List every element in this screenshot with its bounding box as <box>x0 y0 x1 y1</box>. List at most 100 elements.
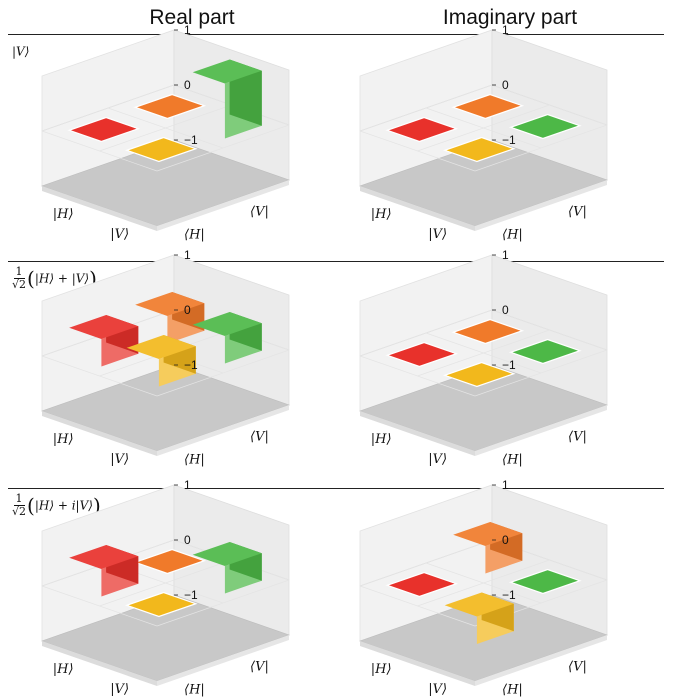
row-axis-label: |H⟩ <box>53 662 74 677</box>
separator-line <box>8 488 664 489</box>
bar-top-face <box>451 318 525 345</box>
floor-edge <box>360 411 475 456</box>
zero-gridline <box>491 84 608 126</box>
zero-gridline <box>425 332 542 374</box>
bar-HH <box>385 116 459 143</box>
bar-top-face <box>385 116 459 143</box>
bar-VV <box>508 568 582 595</box>
floor-edge <box>157 180 289 231</box>
z-tick-label: 1 <box>184 23 191 37</box>
bar-top-face <box>69 545 139 569</box>
zero-gridline <box>156 579 290 627</box>
bar-VV <box>508 338 582 365</box>
row-label-state: |H⟩ + |V⟩ <box>34 271 90 286</box>
row-axis-label: |V⟩ <box>428 227 447 242</box>
floor-edge <box>360 641 475 686</box>
row-axis-label: |V⟩ <box>428 682 447 697</box>
row-label-3: 1 √2 (|H⟩ + i|V⟩) <box>12 492 101 518</box>
bar-VH <box>126 335 196 387</box>
bar-HV <box>133 548 207 575</box>
zero-gridline <box>474 124 608 172</box>
bar-HH <box>69 545 139 597</box>
chart-panel-real: 1 0 −1 |H⟩ |V⟩ ⟨H| ⟨V| <box>41 23 290 243</box>
row-label-fraction: 1 √2 <box>12 492 27 518</box>
bar-HV <box>453 522 523 574</box>
column-axis-label: ⟨H| <box>502 683 523 698</box>
bar-HH <box>67 116 141 143</box>
z-tick-label: 1 <box>502 478 509 492</box>
separator-line <box>8 261 664 262</box>
chart-panel-real: 1 0 −1 |H⟩ |V⟩ ⟨H| ⟨V| <box>41 478 290 698</box>
bar-VH <box>442 361 516 388</box>
column-axis-label: ⟨H| <box>184 683 205 698</box>
bar-top-face <box>508 113 582 140</box>
bar-top-face <box>69 315 139 339</box>
bar-top-face <box>385 571 459 598</box>
row-axis-label: |V⟩ <box>428 452 447 467</box>
chart-panel-real: 1 0 −1 |H⟩ |V⟩ ⟨H| ⟨V| <box>41 248 290 468</box>
bar-top-face <box>444 592 514 617</box>
z-tick-label: −1 <box>184 588 198 602</box>
row-axis-label: |V⟩ <box>110 452 129 467</box>
bar-VV <box>192 59 262 139</box>
column-axis-label: ⟨H| <box>184 453 205 468</box>
bar-VV <box>508 113 582 140</box>
bar-VH <box>442 136 516 163</box>
chart-panel-imaginary: 1 0 −1 |H⟩ |V⟩ ⟨H| ⟨V| <box>359 23 608 243</box>
bar-top-face <box>192 59 262 84</box>
column-axis-label: ⟨H| <box>502 228 523 243</box>
row-axis-label: |H⟩ <box>371 207 392 222</box>
bar-top-face <box>192 312 262 336</box>
bar-top-face <box>508 338 582 365</box>
bar-HV <box>135 292 205 344</box>
z-tick-label: 1 <box>502 248 509 262</box>
zero-gridline <box>425 107 542 149</box>
column-axis-label: ⟨V| <box>250 660 269 675</box>
zero-gridline <box>491 309 608 351</box>
bar-HH <box>69 315 139 367</box>
z-tick-label: 0 <box>502 78 509 92</box>
bar-HV <box>451 93 525 120</box>
zero-gridline <box>156 124 290 172</box>
bar-top-face <box>508 568 582 595</box>
bar-top-face <box>442 361 516 388</box>
bar-HV <box>451 318 525 345</box>
bar-HV <box>133 93 207 120</box>
bar-HH <box>385 341 459 368</box>
floor-edge <box>157 405 289 456</box>
bar-top-face <box>385 341 459 368</box>
bar-VV <box>192 312 262 364</box>
bar-VH <box>124 136 198 163</box>
floor-edge <box>360 186 475 231</box>
column-axis-label: ⟨V| <box>568 205 587 220</box>
bar-VH <box>124 591 198 618</box>
bar-top-face <box>126 335 196 359</box>
column-title-real: Real part <box>149 6 235 29</box>
z-tick-label: −1 <box>502 588 516 602</box>
floor-edge <box>475 180 607 231</box>
column-axis-label: ⟨V| <box>250 430 269 445</box>
bar-top-face <box>442 136 516 163</box>
floor-edge <box>157 635 289 686</box>
row-label-2: 1 √2 (|H⟩ + |V⟩) <box>12 265 97 291</box>
z-tick-label: −1 <box>502 133 516 147</box>
bar-VV <box>192 542 262 594</box>
bar-top-face <box>67 116 141 143</box>
z-tick-label: 0 <box>502 303 509 317</box>
bar-top-face <box>135 292 205 316</box>
z-tick-label: 0 <box>502 533 509 547</box>
bar-top-face <box>133 93 207 120</box>
z-tick-label: 0 <box>184 78 191 92</box>
floor-edge <box>475 405 607 456</box>
row-axis-label: |H⟩ <box>371 662 392 677</box>
row-label-state: |V⟩ <box>12 44 30 59</box>
z-tick-label: 1 <box>502 23 509 37</box>
column-axis-label: ⟨H| <box>184 228 205 243</box>
bar-top-face <box>133 548 207 575</box>
column-axis-label: ⟨V| <box>568 430 587 445</box>
bar-top-face <box>192 542 262 566</box>
zero-gridline <box>425 562 542 604</box>
column-axis-label: ⟨V| <box>250 205 269 220</box>
row-axis-label: |H⟩ <box>371 432 392 447</box>
